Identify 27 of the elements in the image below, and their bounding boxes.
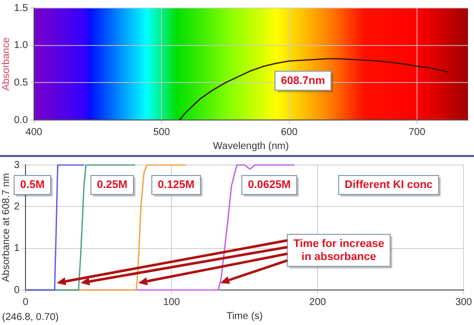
- x-tick-label: 300: [455, 296, 472, 308]
- annotation: Time for increase in absorbance: [293, 238, 384, 263]
- series-label: 0.0625M: [248, 179, 291, 192]
- x-tick-label: 500: [153, 126, 170, 138]
- annotation: Different KI conc: [344, 179, 433, 192]
- x-tick-label: 100: [163, 296, 180, 308]
- annotation: 608.7nm: [281, 74, 326, 87]
- y-axis-title: Absorbance: [0, 36, 12, 91]
- x-axis-title: Wavelength (nm): [213, 140, 289, 152]
- x-tick-label: 400: [26, 126, 43, 138]
- y-tick-label: 2: [14, 201, 20, 212]
- x-tick-label: 700: [408, 126, 426, 138]
- series-label: 0.125M: [158, 179, 194, 192]
- x-tick-label: 600: [280, 126, 298, 138]
- y-tick-label: 1.5: [14, 2, 28, 14]
- y-tick-label: 0.5: [14, 77, 28, 88]
- x-tick-label: 200: [309, 296, 326, 308]
- y-tick-label: 1: [14, 243, 20, 254]
- y-tick-label: 0.0: [14, 114, 28, 126]
- x-axis-title: Time (s): [226, 310, 263, 322]
- text: (246.8, 0.70): [2, 312, 59, 323]
- series-label: 0.25M: [96, 179, 128, 192]
- y-tick-label: 3: [14, 160, 20, 171]
- series-label: 0.5M: [20, 179, 45, 192]
- y-axis-title: Absorbance at 608.7 nm: [0, 173, 12, 282]
- y-tick-label: 1.0: [14, 40, 28, 52]
- y-tick-label: 0: [14, 284, 20, 296]
